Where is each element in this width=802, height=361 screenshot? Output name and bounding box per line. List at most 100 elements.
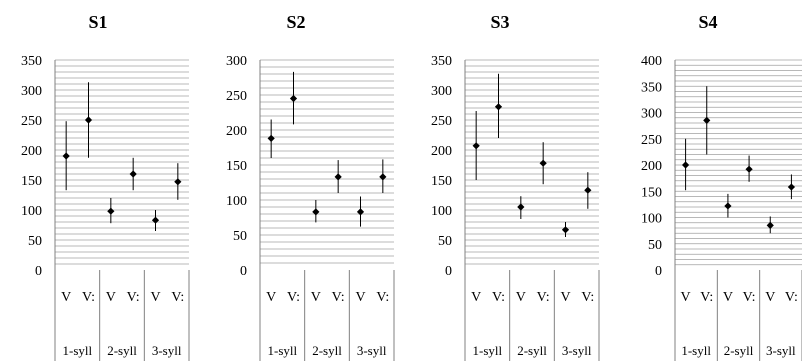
group-label: 2-syll: [107, 343, 137, 358]
data-point: [584, 186, 592, 194]
y-tick-label: 100: [431, 204, 452, 219]
data-point: [312, 208, 320, 216]
y-tick-label: 200: [641, 159, 662, 174]
data-point: [472, 142, 480, 150]
group-label: 2-syll: [312, 343, 342, 358]
x-tick-label: V: [311, 290, 321, 305]
chart-title: S1: [88, 12, 107, 32]
x-tick-label: V: [355, 290, 365, 305]
data-point: [289, 94, 298, 103]
y-tick-label: 0: [445, 264, 452, 279]
data-point: [334, 173, 342, 181]
data-point: [174, 178, 182, 186]
data-point: [267, 134, 275, 142]
chart-title: S3: [490, 12, 509, 32]
data-point: [681, 161, 690, 169]
data-point: [745, 165, 753, 173]
y-tick-label: 0: [240, 264, 247, 279]
data-point: [84, 116, 93, 124]
y-tick-label: 100: [641, 212, 662, 227]
x-tick-label: V: [150, 290, 160, 305]
group-label: 1-syll: [473, 343, 503, 358]
y-tick-label: 300: [431, 84, 452, 99]
data-point: [379, 173, 387, 181]
y-tick-label: 0: [655, 264, 662, 279]
y-tick-label: 200: [21, 144, 42, 159]
x-tick-label: V: [471, 290, 481, 305]
data-point: [129, 170, 137, 178]
chart-panel-3: S3 0 50 100 150 200 250 300 350 V V: V V: V V: 1-syll 2-…: [431, 12, 600, 361]
y-tick-label: 0: [35, 264, 42, 279]
y-tick-label: 50: [438, 234, 452, 249]
group-label: 1-syll: [681, 343, 711, 358]
x-tick-label: V: [681, 290, 691, 305]
y-tick-label: 100: [21, 204, 42, 219]
y-tick-label: 250: [641, 133, 662, 148]
y-tick-label: 400: [641, 54, 662, 69]
y-tick-label: 250: [226, 89, 247, 104]
x-tick-label: V:: [743, 290, 756, 305]
y-tick-label: 300: [21, 84, 42, 99]
y-tick-label: 50: [648, 238, 662, 253]
chart-title: S4: [698, 12, 717, 32]
group-label: 2-syll: [724, 343, 754, 358]
y-tick-label: 300: [641, 107, 662, 122]
x-tick-label: V: [106, 290, 116, 305]
y-tick-label: 150: [641, 185, 662, 200]
data-point: [356, 208, 365, 216]
data-point: [724, 202, 732, 210]
data-point: [62, 152, 70, 160]
y-tick-label: 250: [21, 114, 42, 129]
y-tick-label: 150: [21, 174, 42, 189]
y-tick-label: 350: [431, 54, 452, 69]
group-label: 3-syll: [562, 343, 592, 358]
group-label: 1-syll: [268, 343, 298, 358]
y-tick-label: 300: [226, 54, 247, 69]
y-tick-label: 150: [226, 159, 247, 174]
x-tick-label: V: [266, 290, 276, 305]
y-tick-label: 150: [431, 174, 452, 189]
x-tick-label: V:: [127, 290, 140, 305]
group-label: 3-syll: [152, 343, 182, 358]
group-label: 3-syll: [357, 343, 387, 358]
x-tick-label: V:: [785, 290, 798, 305]
x-tick-label: V:: [700, 290, 713, 305]
data-point: [766, 221, 774, 229]
x-tick-label: V: [765, 290, 775, 305]
y-tick-label: 250: [431, 114, 452, 129]
chart-title: S2: [286, 12, 305, 32]
y-tick-label: 350: [641, 80, 662, 95]
data-point: [107, 207, 115, 215]
x-tick-label: V:: [171, 290, 184, 305]
y-tick-label: 50: [28, 234, 42, 249]
x-tick-label: V:: [492, 290, 505, 305]
x-tick-label: V:: [287, 290, 300, 305]
x-tick-label: V: [560, 290, 570, 305]
group-label: 3-syll: [766, 343, 796, 358]
y-tick-label: 100: [226, 194, 247, 209]
x-tick-label: V: [516, 290, 526, 305]
chart-panel-1: S1 0 50 100 150 200 250 300 350 V V: V V: V V: 1-syll 2-…: [21, 12, 190, 361]
group-label: 1-syll: [63, 343, 93, 358]
x-tick-label: V:: [332, 290, 345, 305]
x-tick-label: V:: [581, 290, 594, 305]
data-point: [561, 226, 570, 234]
data-point: [517, 203, 525, 211]
y-tick-label: 350: [21, 54, 42, 69]
group-label: 2-syll: [517, 343, 547, 358]
data-point: [494, 103, 503, 111]
chart-panel-4: S4 0 50 100 150 200 250 300 350 400 V V: V V: V V: 1-syl…: [641, 12, 802, 361]
x-tick-label: V:: [537, 290, 550, 305]
y-tick-label: 50: [233, 229, 247, 244]
chart-panel-2: S2 0 50 100 150 200 250 300 V V: V V: V V: 1-syll 2-syl…: [226, 12, 395, 361]
data-point: [703, 116, 711, 124]
y-tick-label: 200: [431, 144, 452, 159]
data-point: [151, 216, 160, 224]
y-tick-label: 200: [226, 124, 247, 139]
x-tick-label: V:: [376, 290, 389, 305]
data-point: [539, 159, 547, 167]
x-tick-label: V: [61, 290, 71, 305]
data-point: [787, 183, 796, 191]
x-tick-label: V: [723, 290, 733, 305]
